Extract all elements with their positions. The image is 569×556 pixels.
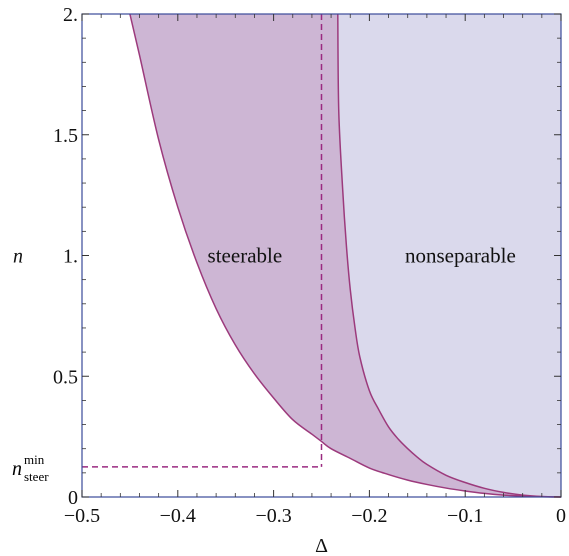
- reference-lines-layer: [82, 14, 323, 468]
- boundary-curve-nonseparable: [337, 13, 562, 498]
- regions-layer: [129, 14, 561, 497]
- region-label-nonseparable: nonseparable: [405, 244, 516, 268]
- x-tick-label: −0.1: [447, 505, 483, 527]
- x-axis-label: Δ: [315, 535, 328, 556]
- y-tick-label: 0.5: [53, 366, 78, 388]
- y-tick-label: 1.5: [53, 125, 78, 147]
- region-label-steerable: steerable: [208, 244, 283, 268]
- x-tick-label: −0.5: [64, 505, 100, 527]
- region-nonseparable: [337, 14, 561, 497]
- x-tick-label: −0.3: [255, 505, 291, 527]
- x-tick-label: 0: [556, 505, 566, 527]
- ticks-layer: [81, 13, 562, 498]
- x-tick-label: −0.2: [351, 505, 387, 527]
- x-tick-label: −0.4: [160, 505, 196, 527]
- n-steer-min-label: n min steer: [12, 452, 49, 484]
- y-tick-label: 2.: [63, 4, 78, 26]
- y-axis-label: n: [13, 246, 23, 268]
- y-tick-label: 0: [68, 487, 78, 509]
- labels-layer: steerable nonseparable −0.5 −0.4 −0.3 −0.2 −0.…: [12, 4, 566, 556]
- y-tick-label: 1.: [63, 246, 78, 268]
